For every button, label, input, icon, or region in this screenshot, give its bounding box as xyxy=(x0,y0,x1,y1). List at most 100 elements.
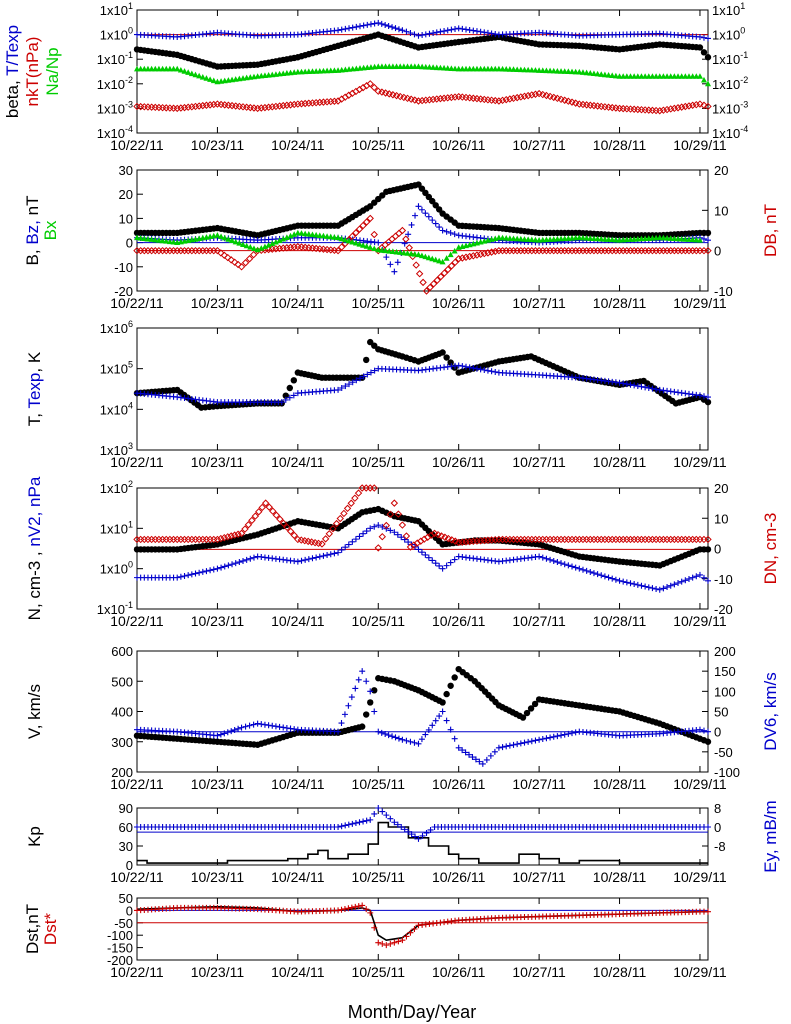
data-point xyxy=(370,230,378,239)
y2-tick-label-base: 1x10 xyxy=(712,77,740,92)
data-point xyxy=(705,908,711,915)
data-point xyxy=(324,233,331,239)
x-tick-label: 10/25/11 xyxy=(352,776,406,792)
data-point xyxy=(335,907,342,914)
data-point xyxy=(590,70,597,77)
data-point xyxy=(279,101,287,110)
data-point xyxy=(685,236,692,242)
data-point xyxy=(213,246,222,255)
data-point xyxy=(243,242,250,249)
y-tick-label: 1x104 xyxy=(100,400,133,417)
data-point xyxy=(634,383,641,390)
x-tick-label: 10/26/11 xyxy=(432,964,486,980)
y-tick-label-base: 1x10 xyxy=(97,77,125,92)
y-tick-label: 1x103 xyxy=(100,441,133,458)
data-point xyxy=(455,744,462,751)
data-point xyxy=(700,49,708,56)
data-point xyxy=(565,562,572,569)
x-tick-label: 10/27/11 xyxy=(512,137,566,153)
y2-tick-label: -8 xyxy=(714,839,726,854)
data-point xyxy=(238,724,245,731)
data-point xyxy=(387,261,394,268)
y-tick-label-exp: -1 xyxy=(125,50,133,60)
x-tick-label: 10/27/11 xyxy=(512,869,566,885)
data-point xyxy=(382,730,389,737)
data-point xyxy=(425,213,432,220)
panel-velocity-y2label-part-0: DV6, km/s xyxy=(761,672,780,750)
data-point xyxy=(203,568,210,575)
data-point xyxy=(185,572,192,579)
data-point xyxy=(418,206,425,213)
data-point xyxy=(290,243,298,251)
data-point xyxy=(487,752,494,759)
data-point xyxy=(141,235,148,242)
y-tick-label-base: 1x10 xyxy=(100,562,128,577)
data-point xyxy=(389,248,396,255)
data-point xyxy=(418,96,426,105)
data-point xyxy=(477,28,484,35)
data-point xyxy=(473,365,480,372)
data-point xyxy=(473,251,481,259)
data-point xyxy=(313,231,320,238)
y2-tick-label: 50 xyxy=(714,705,728,720)
data-point xyxy=(286,384,294,392)
data-point xyxy=(441,533,449,541)
data-point xyxy=(321,535,330,543)
y2-tick-label: -10 xyxy=(714,284,733,299)
data-point xyxy=(302,556,309,563)
data-point xyxy=(576,68,583,75)
y-tick-label-exp: -1 xyxy=(125,600,133,610)
x-tick-label: 10/28/11 xyxy=(593,776,647,792)
data-point xyxy=(704,535,712,544)
series-T xyxy=(133,338,712,411)
data-point xyxy=(254,720,261,727)
data-point xyxy=(487,248,496,256)
data-point xyxy=(436,224,443,231)
data-point xyxy=(704,546,712,553)
data-point xyxy=(247,555,254,562)
data-point xyxy=(448,536,456,544)
data-point xyxy=(229,561,236,568)
data-point xyxy=(337,243,346,251)
data-point xyxy=(341,905,348,912)
data-point xyxy=(459,25,466,32)
panel-dst: 10/22/11 10/23/11 10/24/11 10/25/11 10/26/11… xyxy=(107,891,727,980)
data-point xyxy=(631,382,638,389)
data-point xyxy=(443,228,450,235)
data-point xyxy=(405,231,412,238)
y-tick-label-exp: 3 xyxy=(128,441,133,451)
data-point xyxy=(433,64,440,71)
data-point xyxy=(360,242,367,248)
data-point xyxy=(392,734,399,741)
y2-tick-label: 150 xyxy=(714,664,736,679)
data-point xyxy=(389,733,396,740)
data-point xyxy=(543,735,550,742)
data-point xyxy=(685,102,693,110)
panel-velocity-ylabel-part-0: V, km/s xyxy=(25,684,44,739)
data-point xyxy=(332,519,341,528)
data-point xyxy=(605,236,612,242)
data-point xyxy=(391,939,398,946)
y-tick-label: 0 xyxy=(126,236,133,251)
data-point xyxy=(367,699,374,706)
panel-temperature-ylabel-part-1: Texp xyxy=(25,373,44,409)
data-point xyxy=(283,101,291,109)
y2-tick-label: -100 xyxy=(714,765,740,780)
y2-tick-label: 0 xyxy=(714,820,721,835)
data-point xyxy=(181,572,188,579)
data-point xyxy=(517,93,525,101)
data-point xyxy=(290,531,298,540)
data-point xyxy=(360,373,367,380)
data-point xyxy=(367,244,374,250)
data-point xyxy=(523,709,531,717)
data-point xyxy=(681,102,690,111)
data-point xyxy=(331,550,338,557)
panel-beta-frame xyxy=(136,9,709,134)
data-point xyxy=(429,280,438,288)
data-point xyxy=(282,396,289,403)
data-point xyxy=(192,71,199,78)
panel-density-ylabel-part-1: nV2, nPa xyxy=(25,476,44,546)
data-point xyxy=(422,31,429,38)
data-point xyxy=(199,568,206,575)
data-point xyxy=(250,721,257,728)
